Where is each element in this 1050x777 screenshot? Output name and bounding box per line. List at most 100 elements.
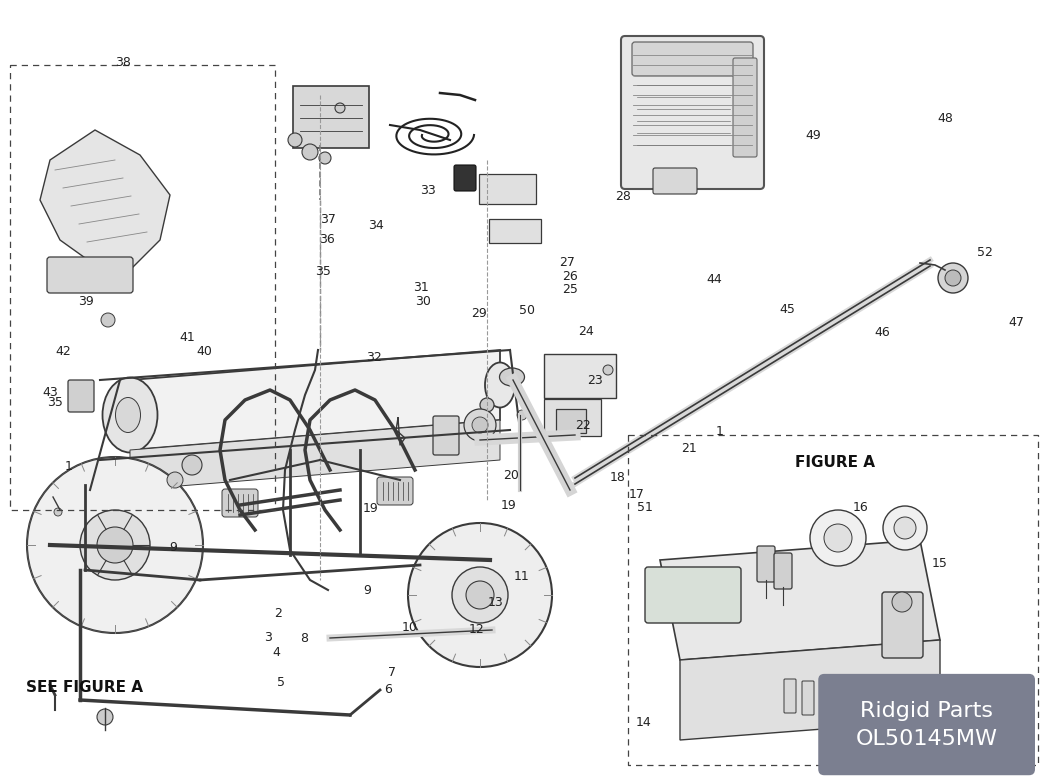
Text: 33: 33 — [420, 184, 437, 197]
Text: 25: 25 — [562, 284, 579, 296]
Text: 41: 41 — [178, 332, 194, 344]
Text: SEE FIGURE A: SEE FIGURE A — [26, 680, 143, 695]
Text: 32: 32 — [365, 351, 381, 364]
FancyBboxPatch shape — [733, 58, 757, 157]
Text: 15: 15 — [931, 557, 948, 570]
Text: 31: 31 — [414, 281, 429, 294]
Circle shape — [97, 709, 113, 725]
FancyBboxPatch shape — [645, 567, 741, 623]
Text: 50: 50 — [519, 305, 536, 317]
Text: 29: 29 — [470, 307, 487, 319]
Text: 7: 7 — [387, 666, 396, 678]
Circle shape — [288, 133, 302, 147]
FancyBboxPatch shape — [479, 174, 536, 204]
FancyBboxPatch shape — [632, 42, 753, 76]
Text: 42: 42 — [55, 345, 71, 357]
FancyBboxPatch shape — [818, 674, 1035, 775]
Circle shape — [97, 527, 133, 563]
Circle shape — [452, 567, 508, 623]
Text: FIGURE A: FIGURE A — [795, 455, 875, 470]
FancyBboxPatch shape — [820, 679, 832, 713]
Circle shape — [892, 592, 912, 612]
Polygon shape — [680, 640, 940, 740]
Circle shape — [80, 510, 150, 580]
Text: 37: 37 — [319, 213, 336, 225]
Circle shape — [408, 523, 552, 667]
Text: 9: 9 — [169, 542, 177, 554]
Polygon shape — [130, 350, 500, 450]
Text: 14: 14 — [635, 716, 651, 729]
Text: 24: 24 — [579, 326, 594, 338]
Text: 1: 1 — [64, 460, 72, 472]
Text: 46: 46 — [874, 326, 890, 339]
Text: 21: 21 — [681, 442, 697, 455]
Text: 48: 48 — [937, 112, 953, 124]
FancyBboxPatch shape — [433, 416, 459, 455]
Text: 3: 3 — [264, 631, 272, 643]
Text: 11: 11 — [514, 570, 530, 583]
Text: 8: 8 — [300, 632, 309, 645]
Circle shape — [824, 524, 852, 552]
Text: 9: 9 — [363, 584, 372, 597]
Circle shape — [101, 313, 116, 327]
Text: 52: 52 — [976, 246, 993, 259]
Text: 28: 28 — [614, 190, 631, 203]
FancyBboxPatch shape — [544, 354, 616, 398]
Circle shape — [480, 398, 494, 412]
Text: 34: 34 — [368, 219, 384, 232]
FancyBboxPatch shape — [784, 679, 796, 713]
Text: 26: 26 — [563, 270, 579, 283]
Text: 22: 22 — [575, 420, 590, 432]
Text: 39: 39 — [79, 295, 94, 308]
FancyBboxPatch shape — [47, 257, 133, 293]
Text: 13: 13 — [487, 596, 504, 608]
FancyBboxPatch shape — [454, 165, 476, 191]
Circle shape — [945, 270, 961, 286]
Text: 23: 23 — [587, 375, 603, 387]
Text: 18: 18 — [609, 471, 626, 483]
FancyBboxPatch shape — [621, 36, 764, 189]
FancyBboxPatch shape — [653, 168, 697, 194]
Ellipse shape — [485, 363, 514, 407]
Circle shape — [810, 510, 866, 566]
Text: 45: 45 — [779, 303, 796, 315]
Text: 36: 36 — [319, 233, 334, 246]
Text: 47: 47 — [1008, 316, 1025, 329]
FancyBboxPatch shape — [544, 399, 601, 436]
FancyBboxPatch shape — [757, 546, 775, 582]
Circle shape — [335, 103, 345, 113]
Text: 43: 43 — [42, 386, 59, 399]
Text: Ridgid Parts
OL50145MW: Ridgid Parts OL50145MW — [856, 701, 998, 748]
Circle shape — [182, 455, 202, 475]
Circle shape — [54, 508, 62, 516]
Polygon shape — [130, 420, 500, 490]
FancyBboxPatch shape — [774, 553, 792, 589]
Circle shape — [472, 417, 488, 433]
Circle shape — [517, 410, 527, 420]
Text: 10: 10 — [401, 622, 418, 634]
Circle shape — [603, 365, 613, 375]
Text: 49: 49 — [806, 130, 821, 142]
Text: 30: 30 — [415, 295, 432, 308]
Text: 19: 19 — [500, 499, 517, 511]
Text: 35: 35 — [315, 266, 332, 278]
Text: 5: 5 — [277, 676, 286, 688]
FancyBboxPatch shape — [222, 489, 258, 517]
FancyBboxPatch shape — [802, 681, 814, 715]
Text: 17: 17 — [628, 489, 645, 501]
FancyBboxPatch shape — [556, 409, 586, 433]
Circle shape — [902, 722, 918, 738]
Text: 20: 20 — [503, 469, 520, 482]
FancyBboxPatch shape — [892, 698, 919, 722]
Circle shape — [464, 409, 496, 441]
Text: 27: 27 — [559, 256, 575, 269]
Text: 16: 16 — [853, 501, 869, 514]
Ellipse shape — [103, 378, 158, 452]
FancyBboxPatch shape — [68, 380, 94, 412]
Text: 6: 6 — [384, 684, 393, 696]
FancyBboxPatch shape — [377, 477, 413, 505]
FancyBboxPatch shape — [293, 86, 369, 148]
Text: 35: 35 — [46, 396, 63, 409]
Ellipse shape — [116, 398, 141, 433]
Circle shape — [302, 144, 318, 160]
